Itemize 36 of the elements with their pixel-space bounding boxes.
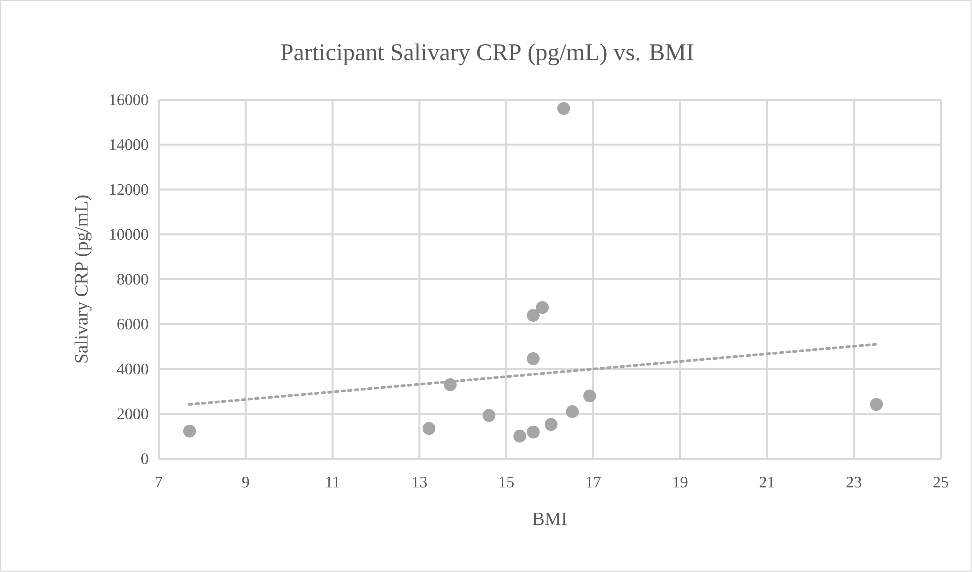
y-tick-label: 6000	[118, 318, 148, 330]
point	[558, 102, 570, 116]
point	[444, 378, 457, 392]
x-tick-label: 9	[242, 477, 250, 488]
y-tick-label: 4000	[117, 364, 148, 375]
y-tick-label: 16000	[110, 94, 148, 106]
point	[870, 398, 884, 412]
x-tick-label: 25	[934, 477, 948, 488]
point	[527, 309, 540, 322]
chart-title: Participant Salivary CRP (pg/mL) vs. BMI	[281, 44, 694, 66]
y-axis-title: Salivary CRP (pg/mL)	[74, 196, 92, 363]
x-axis-title: BMI	[532, 512, 567, 526]
point	[544, 418, 558, 432]
y-tick-label: 12000	[110, 184, 148, 196]
point	[514, 430, 526, 443]
y-tick-label: 2000	[118, 408, 148, 420]
x-tick-label: 13	[413, 477, 428, 488]
x-tick-label: 11	[326, 477, 340, 488]
point	[482, 409, 496, 422]
y-tick-label: 0	[142, 454, 148, 464]
point	[536, 301, 550, 314]
y-tick-label: 14000	[110, 139, 148, 150]
x-tick-label: 21	[760, 477, 774, 488]
x-tick-label: 7	[156, 477, 163, 488]
point	[584, 390, 596, 403]
x-tick-label: 19	[674, 477, 688, 488]
x-tick-label: 23	[846, 477, 862, 488]
y-tick-label: 8000	[118, 274, 148, 285]
point	[422, 422, 436, 436]
point	[527, 352, 540, 366]
point	[566, 405, 579, 418]
point	[183, 425, 196, 438]
y-tick-label: 10000	[110, 229, 148, 240]
x-tick-label: 15	[500, 477, 514, 488]
point	[527, 426, 540, 439]
x-tick-label: 17	[586, 477, 601, 488]
